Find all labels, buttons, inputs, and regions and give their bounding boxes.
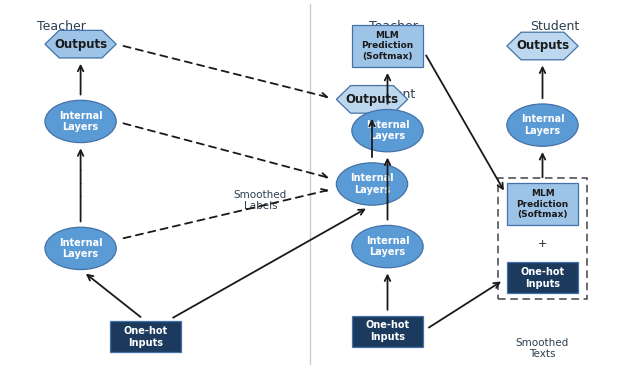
Polygon shape (507, 32, 578, 60)
Text: MLM
Prediction
(Softmax): MLM Prediction (Softmax) (361, 31, 414, 61)
Text: Student: Student (530, 20, 579, 33)
Text: Internal
Layers: Internal Layers (521, 114, 564, 136)
Text: One-hot
Inputs: One-hot Inputs (123, 326, 168, 347)
Polygon shape (45, 31, 117, 58)
Ellipse shape (336, 163, 408, 205)
FancyBboxPatch shape (352, 25, 423, 67)
Ellipse shape (45, 100, 117, 142)
FancyBboxPatch shape (110, 321, 181, 353)
Text: +: + (538, 239, 547, 249)
Ellipse shape (45, 227, 117, 269)
Text: ·
·
·: · · · (386, 169, 389, 208)
Polygon shape (336, 86, 408, 113)
Text: Teacher: Teacher (369, 20, 418, 33)
Text: One-hot
Inputs: One-hot Inputs (520, 267, 565, 289)
Ellipse shape (352, 109, 423, 152)
Text: Outputs: Outputs (345, 93, 399, 106)
FancyBboxPatch shape (507, 262, 578, 294)
Text: Internal
Layers: Internal Layers (366, 236, 409, 257)
Text: ·
·
·: · · · (79, 166, 82, 204)
Text: Internal
Layers: Internal Layers (366, 120, 409, 141)
Text: One-hot
Inputs: One-hot Inputs (365, 321, 410, 342)
Text: Teacher: Teacher (37, 20, 86, 33)
Text: Student: Student (366, 88, 415, 101)
Text: MLM
Prediction
(Softmax): MLM Prediction (Softmax) (516, 190, 569, 219)
Text: Smoothed
Texts: Smoothed Texts (516, 338, 569, 360)
FancyBboxPatch shape (507, 183, 578, 225)
Text: Smoothed
Labels: Smoothed Labels (234, 190, 287, 211)
Ellipse shape (352, 225, 423, 268)
Text: Internal
Layers: Internal Layers (59, 238, 102, 259)
Text: Outputs: Outputs (54, 38, 107, 51)
Text: Outputs: Outputs (516, 39, 569, 53)
Text: Internal
Layers: Internal Layers (350, 173, 394, 195)
Ellipse shape (507, 104, 578, 146)
FancyBboxPatch shape (352, 315, 423, 347)
Text: Internal
Layers: Internal Layers (59, 111, 102, 132)
